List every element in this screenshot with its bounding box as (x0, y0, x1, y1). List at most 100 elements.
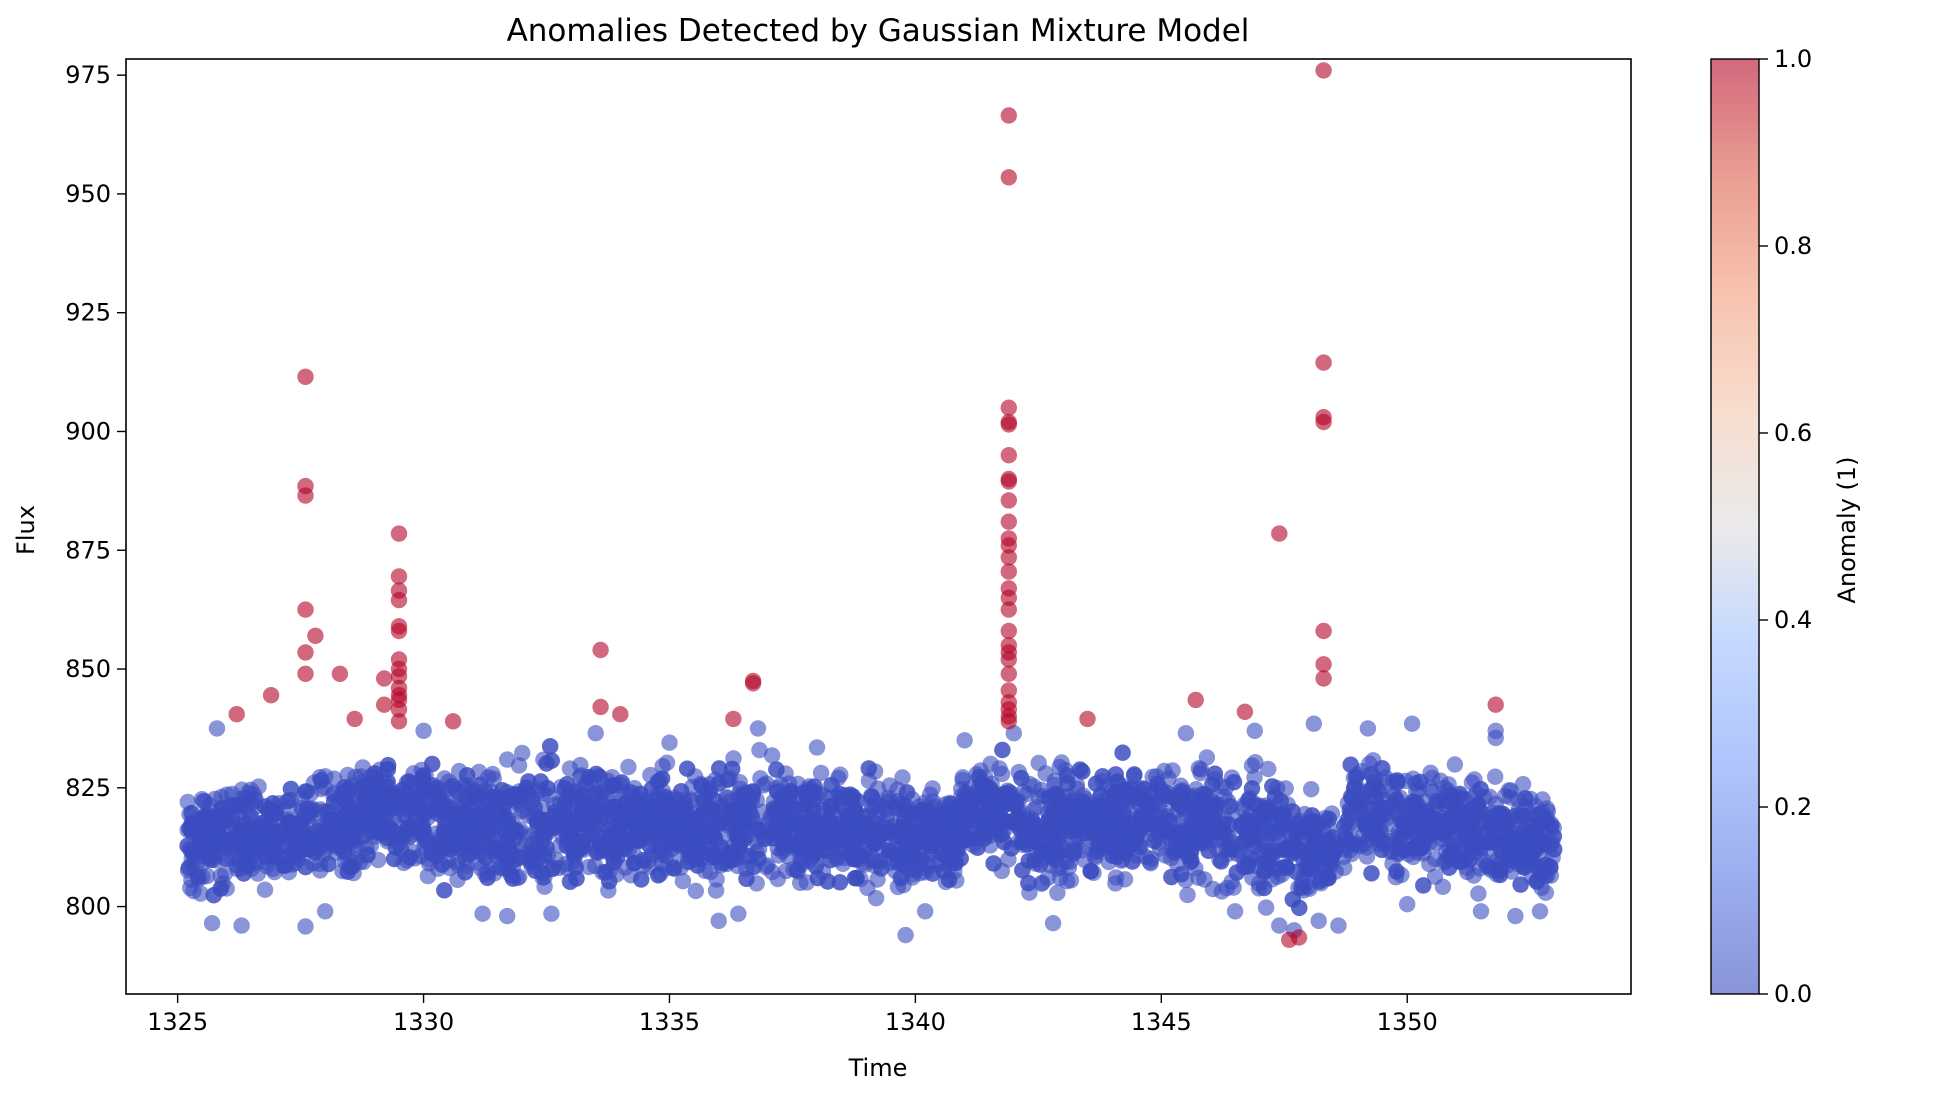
data-point-normal (474, 905, 491, 922)
data-point-normal (1502, 841, 1520, 859)
data-point-anomaly (1315, 62, 1332, 79)
data-point-normal (859, 879, 876, 897)
data-point-normal (299, 840, 317, 858)
data-point-normal (208, 720, 226, 737)
data-point-normal (1497, 787, 1514, 805)
data-point-normal (1014, 862, 1031, 879)
data-point-normal (438, 827, 456, 844)
data-point-normal (628, 830, 645, 847)
data-point-normal (183, 815, 200, 832)
data-point-normal (1437, 797, 1455, 814)
data-point-normal (641, 837, 659, 855)
data-point-normal (1258, 799, 1275, 817)
data-point-normal (1238, 811, 1255, 828)
data-point-normal (633, 871, 650, 888)
data-point-normal (1472, 780, 1489, 798)
data-point-normal (496, 813, 513, 831)
data-point-normal (1390, 807, 1408, 824)
data-point-normal (313, 772, 330, 789)
data-point-normal (1164, 762, 1181, 779)
data-point-normal (1225, 774, 1243, 791)
data-point-normal (334, 785, 351, 802)
y-axis-label: Flux (12, 505, 40, 555)
data-point-normal (706, 848, 724, 866)
data-point-normal (354, 827, 372, 844)
data-point-normal (480, 829, 497, 847)
data-point-normal (750, 850, 767, 868)
y-tick-label: 925 (65, 299, 111, 327)
data-point-normal (479, 869, 496, 886)
data-point-normal (1527, 837, 1544, 854)
data-point-normal (1200, 842, 1217, 859)
data-point-normal (419, 867, 437, 885)
data-point-normal (994, 814, 1011, 831)
data-point-normal (1177, 725, 1195, 742)
data-point-normal (1533, 814, 1550, 832)
data-point-normal (1284, 803, 1301, 820)
data-point-anomaly (297, 368, 314, 385)
data-point-normal (1359, 720, 1377, 737)
data-point-anomaly (1000, 682, 1017, 699)
data-point-normal (909, 825, 926, 842)
data-point-normal (282, 780, 300, 798)
data-point-normal (544, 860, 561, 878)
colorbar-tick-label: 0.8 (1774, 232, 1812, 260)
data-point-normal (879, 793, 897, 810)
data-point-anomaly (1000, 169, 1017, 186)
colorbar-label: Anomaly (1) (1833, 457, 1861, 604)
data-point-anomaly (612, 706, 629, 723)
data-point-normal (824, 838, 842, 855)
data-point-normal (803, 819, 820, 837)
data-point-normal (635, 852, 652, 869)
data-point-normal (939, 836, 956, 854)
data-point-normal (464, 801, 481, 819)
data-point-anomaly (1315, 656, 1332, 673)
data-point-normal (822, 798, 839, 815)
data-point-normal (768, 783, 786, 800)
data-point-normal (280, 814, 298, 831)
data-point-normal (892, 869, 910, 887)
data-point-normal (510, 757, 528, 774)
data-point-normal (605, 827, 623, 845)
data-point-normal (719, 771, 736, 788)
data-point-normal (387, 839, 404, 856)
data-point-normal (866, 836, 883, 853)
data-point-anomaly (1187, 691, 1204, 709)
data-point-normal (1272, 792, 1289, 810)
data-point-anomaly (1000, 107, 1017, 124)
data-point-normal (1404, 793, 1422, 810)
data-point-normal (1336, 859, 1353, 876)
data-point-normal (538, 755, 555, 772)
data-point-normal (514, 744, 531, 762)
data-point-normal (233, 917, 250, 934)
data-point-normal (1440, 859, 1458, 876)
data-point-normal (1490, 856, 1507, 873)
data-point-normal (1226, 903, 1244, 920)
data-point-normal (535, 826, 553, 843)
data-point-normal (1239, 858, 1257, 875)
data-point-normal (593, 838, 610, 856)
data-point-anomaly (376, 670, 393, 687)
data-point-normal (674, 872, 692, 890)
data-point-normal (1344, 835, 1361, 853)
data-point-normal (1051, 804, 1069, 821)
data-point-anomaly (1236, 703, 1254, 720)
data-point-normal (1362, 816, 1379, 833)
data-point-anomaly (1000, 622, 1017, 640)
data-point-normal (1243, 757, 1261, 774)
data-point-normal (1002, 794, 1019, 811)
plot-frame (125, 58, 1632, 995)
data-point-anomaly (592, 641, 609, 659)
y-tick-label: 800 (65, 893, 111, 921)
data-point-normal (1472, 903, 1490, 920)
data-point-normal (543, 905, 560, 922)
data-point-anomaly (1315, 413, 1332, 431)
data-point-anomaly (1000, 563, 1017, 580)
data-point-normal (1037, 765, 1054, 782)
data-point-normal (1158, 788, 1176, 805)
data-point-normal (499, 852, 516, 869)
x-tick-label: 1340 (885, 1008, 946, 1036)
data-point-normal (917, 903, 934, 920)
data-point-normal (749, 720, 767, 737)
data-point-normal (1047, 786, 1065, 804)
